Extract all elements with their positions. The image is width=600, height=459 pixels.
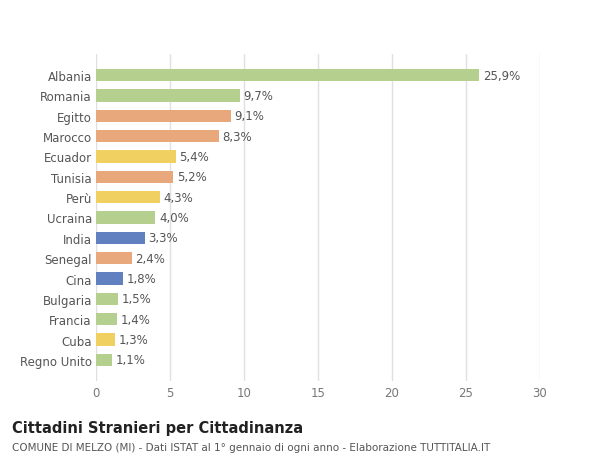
Text: 5,2%: 5,2% <box>176 171 206 184</box>
Bar <box>96 151 176 163</box>
Text: 5,4%: 5,4% <box>179 151 209 164</box>
Text: 25,9%: 25,9% <box>483 69 520 83</box>
Text: 3,3%: 3,3% <box>149 232 178 245</box>
Text: 1,4%: 1,4% <box>121 313 150 326</box>
Bar <box>96 90 239 102</box>
Bar <box>96 232 145 244</box>
Bar <box>96 111 230 123</box>
Text: 4,3%: 4,3% <box>163 191 193 204</box>
Bar <box>96 70 479 82</box>
Text: COMUNE DI MELZO (MI) - Dati ISTAT al 1° gennaio di ogni anno - Elaborazione TUTT: COMUNE DI MELZO (MI) - Dati ISTAT al 1° … <box>12 442 490 452</box>
Bar <box>96 252 131 265</box>
Bar <box>96 313 117 325</box>
Text: 9,7%: 9,7% <box>243 90 273 103</box>
Bar <box>96 334 115 346</box>
Bar <box>96 354 112 366</box>
Bar <box>96 131 219 143</box>
Text: 8,3%: 8,3% <box>223 130 252 143</box>
Text: 1,5%: 1,5% <box>122 293 152 306</box>
Text: 2,4%: 2,4% <box>135 252 165 265</box>
Text: 4,0%: 4,0% <box>159 212 188 224</box>
Text: 1,3%: 1,3% <box>119 333 149 346</box>
Text: 1,8%: 1,8% <box>127 272 156 285</box>
Text: 1,1%: 1,1% <box>116 353 146 367</box>
Text: Cittadini Stranieri per Cittadinanza: Cittadini Stranieri per Cittadinanza <box>12 420 303 435</box>
Text: 9,1%: 9,1% <box>235 110 264 123</box>
Bar <box>96 171 173 184</box>
Bar <box>96 293 118 305</box>
Bar <box>96 212 155 224</box>
Bar <box>96 192 160 204</box>
Bar <box>96 273 122 285</box>
